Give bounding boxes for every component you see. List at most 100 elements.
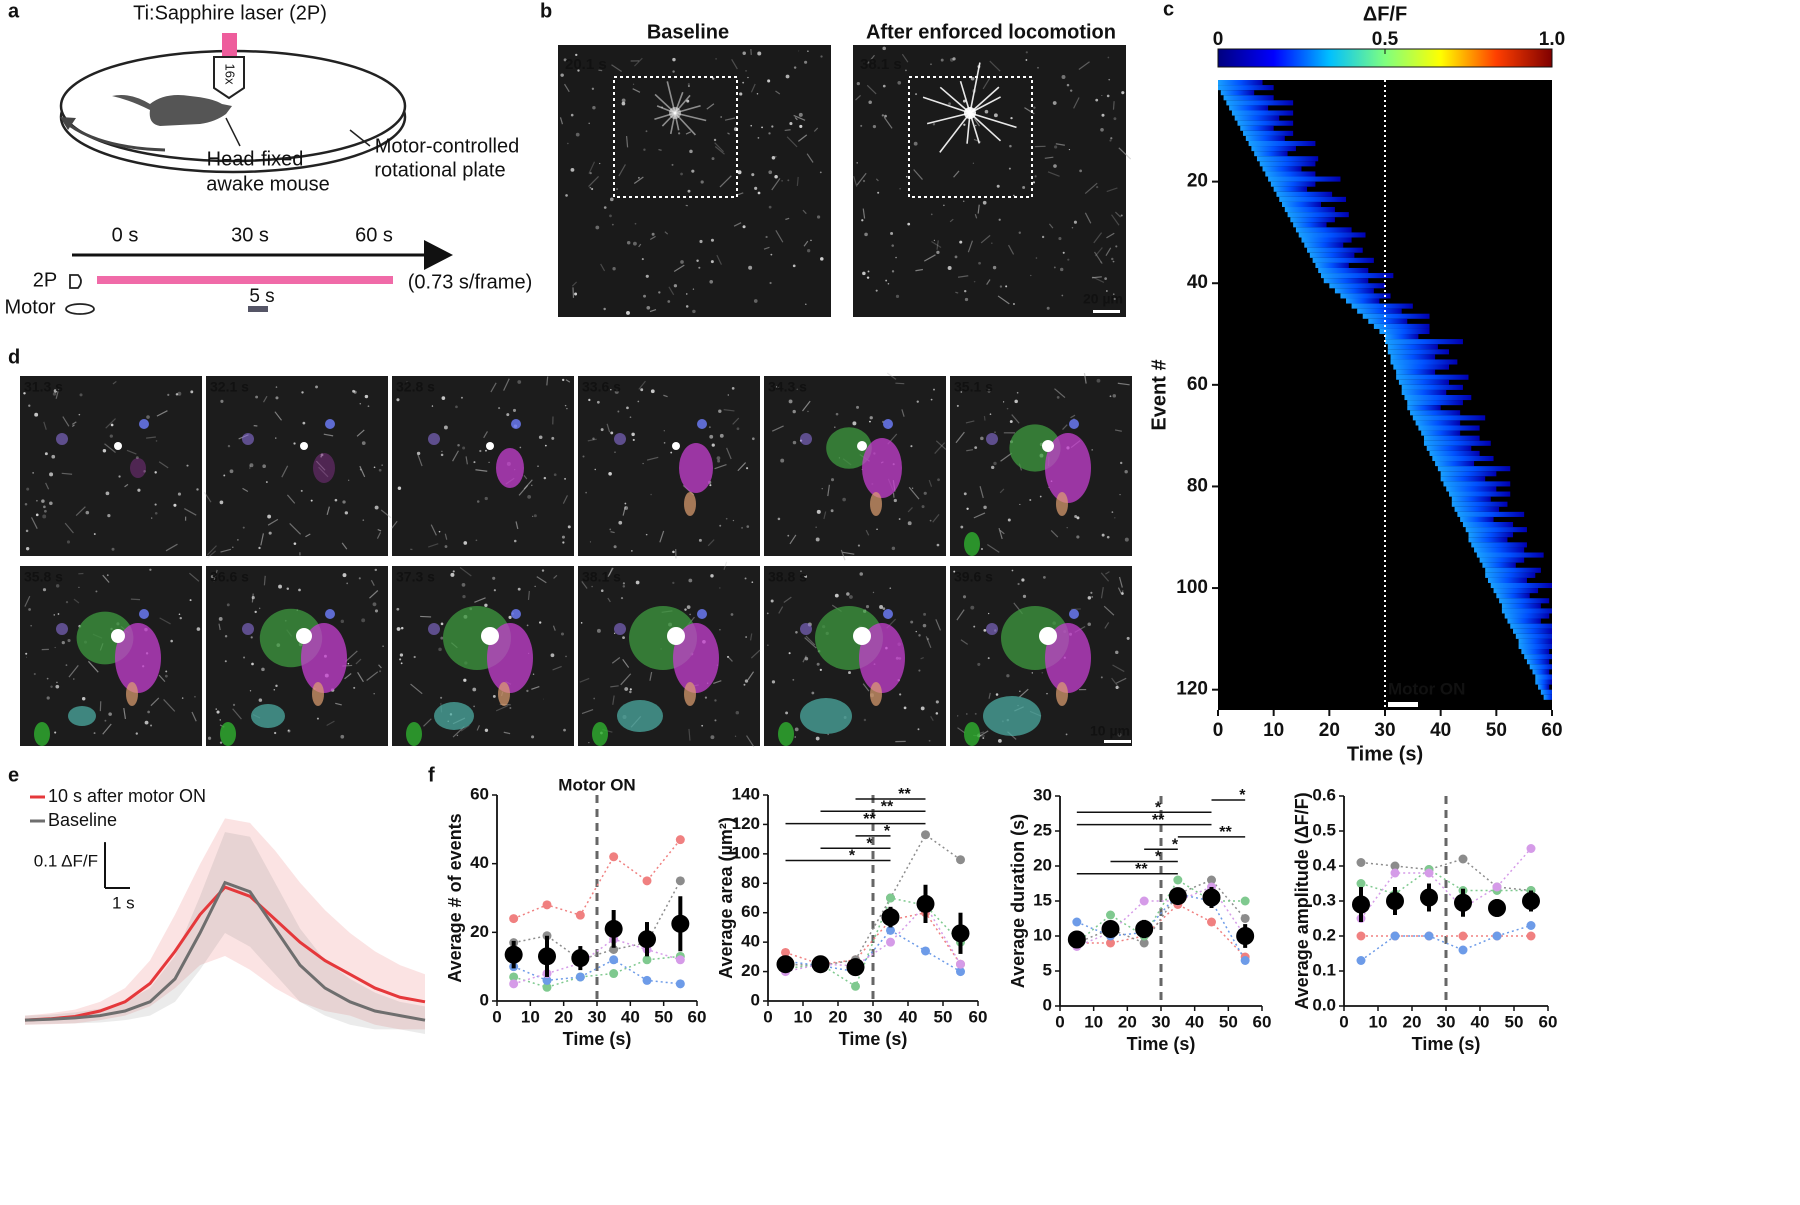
speck: [53, 389, 58, 393]
animal-line: [513, 938, 681, 985]
filament: [75, 506, 86, 517]
filament: [775, 90, 781, 95]
event-row: [1423, 435, 1480, 441]
filament: [1111, 214, 1120, 226]
speck: [933, 388, 935, 391]
speck: [49, 501, 53, 506]
y-tick-label: 40: [470, 853, 489, 872]
cell-overlay: [964, 722, 980, 746]
speck: [923, 491, 927, 495]
speck: [574, 292, 578, 296]
filament: [982, 77, 991, 90]
filament: [1093, 232, 1103, 244]
soma: [300, 442, 308, 450]
speck: [868, 100, 872, 104]
filament: [731, 58, 738, 70]
filament: [1114, 429, 1122, 432]
filament: [1118, 147, 1132, 160]
event-row: [1507, 618, 1541, 624]
speck: [800, 570, 802, 573]
filament: [649, 671, 653, 681]
filament: [564, 83, 570, 93]
event-row: [1287, 212, 1349, 218]
speck: [698, 266, 701, 269]
speck: [796, 388, 799, 391]
speck: [534, 585, 536, 588]
speck: [55, 584, 60, 588]
speck: [463, 678, 467, 682]
event-row: [1449, 491, 1511, 497]
speck: [629, 416, 632, 419]
speck: [455, 405, 458, 409]
y-tick-label: 40: [741, 932, 760, 951]
speck: [811, 691, 815, 695]
speck: [895, 294, 900, 298]
speck: [712, 77, 715, 80]
speck: [531, 515, 534, 518]
speck: [173, 503, 177, 507]
filament: [1106, 187, 1118, 193]
filament: [778, 606, 784, 614]
cell-overlay: [617, 700, 663, 732]
speck: [710, 260, 714, 264]
micrograph: [853, 45, 1126, 317]
animal-point: [956, 855, 965, 865]
speck: [592, 437, 595, 440]
filament: [1117, 382, 1130, 386]
speck: [696, 259, 699, 262]
filament: [355, 658, 362, 665]
filament: [527, 590, 530, 600]
speck: [1034, 175, 1037, 178]
filament: [1118, 576, 1123, 588]
speck: [1101, 113, 1105, 117]
cell-overlay: [697, 609, 707, 619]
speck: [933, 239, 936, 242]
event-row: [1468, 532, 1514, 538]
speck: [560, 632, 564, 636]
filament: [965, 420, 975, 424]
filament: [1050, 530, 1059, 538]
speck: [242, 526, 245, 529]
event-row: [1401, 389, 1447, 395]
speck: [1119, 494, 1121, 496]
speck: [105, 491, 110, 496]
speck: [544, 444, 547, 447]
cell-overlay: [139, 419, 149, 429]
filament: [1044, 156, 1054, 159]
filament: [973, 138, 982, 143]
speck: [1014, 399, 1018, 404]
cell-overlay: [434, 702, 474, 730]
filament: [1078, 61, 1090, 70]
row-label: Motor: [4, 296, 55, 318]
event-row: [1460, 516, 1494, 523]
y-tick-label: 60: [470, 784, 489, 803]
speck: [32, 471, 35, 474]
x-tick-label: 0: [492, 1007, 501, 1026]
speck: [1111, 257, 1114, 261]
speck: [964, 297, 969, 302]
y-tick-label: 30: [1033, 785, 1052, 804]
speck: [66, 540, 71, 544]
event-row: [1401, 384, 1463, 390]
animal-line: [513, 880, 681, 961]
speck: [757, 51, 762, 56]
filament: [189, 572, 200, 582]
animal-point: [542, 982, 552, 992]
colorbar-tick-label: 1.0: [1539, 29, 1565, 50]
filament: [771, 178, 781, 191]
filament: [796, 176, 799, 187]
cell-overlay: [800, 698, 852, 734]
filament: [71, 424, 75, 427]
speck: [882, 607, 886, 610]
scale-label: 20 µm: [1083, 291, 1123, 307]
filament: [559, 117, 564, 125]
speck: [1111, 511, 1114, 513]
filament: [957, 275, 969, 278]
speck: [756, 93, 759, 95]
speck: [399, 658, 402, 661]
event-row: [1282, 201, 1321, 208]
speck: [1053, 266, 1056, 269]
animal-point: [642, 955, 652, 965]
event-row: [1535, 674, 1552, 680]
event-row: [1515, 633, 1552, 639]
